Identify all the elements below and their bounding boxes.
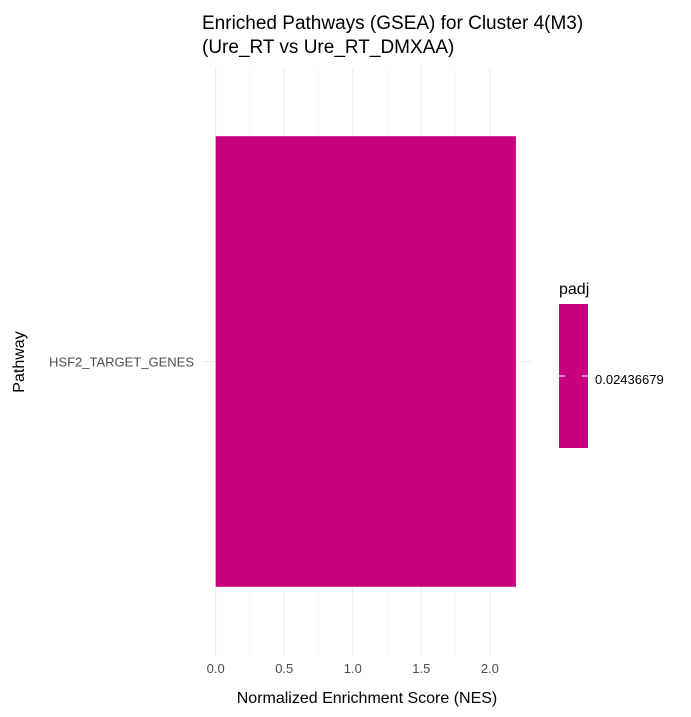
- legend-title: padj: [559, 281, 589, 298]
- x-tick-label: 1.0: [344, 661, 362, 676]
- x-axis-ticks: 0.0 0.5 1.0 1.5 2.0: [207, 661, 499, 676]
- y-axis-title: Pathway: [11, 331, 28, 392]
- y-axis-ticks: HSF2_TARGET_GENES: [49, 355, 194, 370]
- x-tick-label: 0.0: [207, 661, 225, 676]
- bars: [215, 136, 516, 587]
- x-tick-label: 2.0: [481, 661, 499, 676]
- legend: padj 0.02436679: [559, 281, 664, 448]
- chart-title-line2: (Ure_RT vs Ure_RT_DMXAA): [202, 37, 454, 58]
- y-tick-label: HSF2_TARGET_GENES: [49, 355, 194, 370]
- bar-hsf2-target-genes: [215, 136, 516, 587]
- x-axis-title: Normalized Enrichment Score (NES): [237, 690, 498, 707]
- x-tick-label: 1.5: [412, 661, 430, 676]
- chart-title-line1: Enriched Pathways (GSEA) for Cluster 4(M…: [202, 13, 583, 34]
- x-tick-label: 0.5: [275, 661, 293, 676]
- legend-label: 0.02436679: [595, 372, 664, 387]
